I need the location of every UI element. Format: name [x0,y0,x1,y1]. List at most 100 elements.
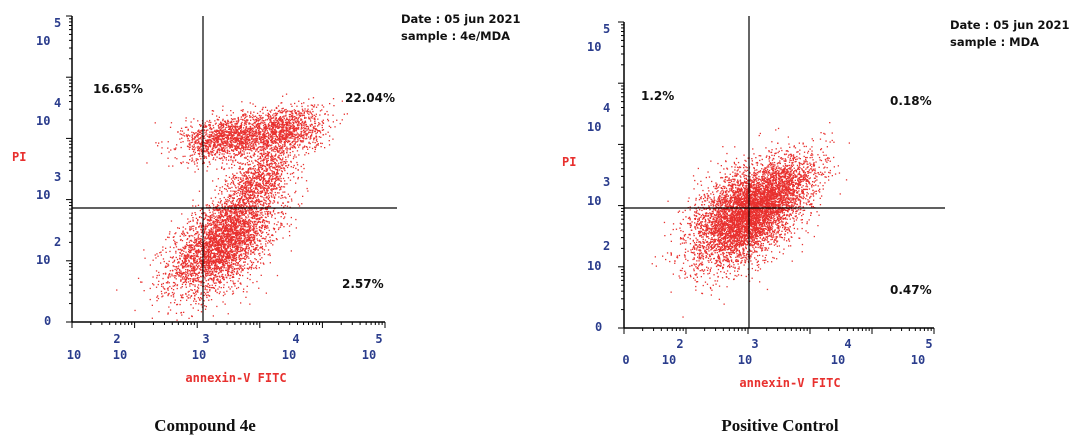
scatter-point [204,308,207,310]
scatter-point [211,243,213,245]
scatter-point [239,133,241,135]
scatter-point [225,261,227,263]
scatter-point [231,226,233,229]
scatter-point [223,149,225,151]
scatter-point [215,131,217,133]
scatter-point [212,286,214,289]
scatter-point [242,208,244,210]
scatter-point [196,139,198,141]
scatter-point [221,166,223,168]
scatter-point [213,245,215,248]
scatter-point [218,154,221,156]
scatter-point [199,256,201,258]
scatter-point [204,142,206,144]
scatter-point [230,110,232,112]
scatter-point [207,145,209,148]
scatter-point [242,162,244,165]
scatter-point [221,249,223,251]
scatter-point [216,136,218,139]
scatter-point [195,227,197,229]
scatter-point [140,281,142,283]
scatter-point [215,139,217,141]
scatter-point [223,276,225,279]
scatter-point [228,236,230,238]
scatter-point [195,244,197,246]
scatter-point [230,229,232,231]
scatter-point [194,279,197,281]
scatter-point [241,247,243,249]
scatter-point [242,219,244,221]
scatter-point [238,255,241,257]
scatter-point [233,131,235,134]
scatter-point [229,233,231,235]
scatter-point [239,229,242,231]
scatter-point [206,231,208,233]
scatter-point [198,190,201,192]
scatter-point [199,280,201,283]
scatter-point [212,110,215,112]
scatter-point [236,273,238,275]
scatter-point [274,191,276,194]
scatter-point [196,165,198,167]
scatter-point [192,268,195,270]
scatter-point [240,234,242,236]
scatter-point [238,137,240,139]
scatter-point [232,266,234,268]
scatter-point [212,231,214,234]
scatter-point [219,223,221,225]
scatter-point [209,290,211,292]
scatter-point [217,252,220,254]
scatter-point [222,155,225,157]
scatter-point [197,284,200,286]
scatter-point [239,222,241,224]
scatter-point [177,262,179,264]
scatter-point [237,221,240,223]
scatter-point [238,254,240,256]
scatter-point [260,209,262,211]
scatter-point [229,131,231,133]
scatter-point [241,179,243,181]
scatter-point [183,233,185,235]
scatter-point [246,226,248,228]
scatter-point [210,151,212,154]
scatter-point [208,235,210,237]
scatter-point [245,198,247,200]
scatter-point [188,290,190,292]
scatter-point [238,202,240,205]
scatter-point [257,220,260,222]
scatter-point [233,267,235,270]
scatter-point [154,254,156,256]
scatter-point [226,147,228,149]
scatter-point [244,252,247,254]
scatter-point [243,238,245,240]
scatter-point [192,248,194,250]
scatter-point [231,214,233,216]
scatter-point [203,262,205,264]
scatter-point [173,239,175,241]
scatter-point [231,149,233,151]
scatter-point [253,249,255,251]
scatter-point [220,157,222,159]
scatter-point [204,226,206,228]
scatter-point [235,235,237,237]
scatter-point [181,253,183,255]
scatter-point [240,217,242,219]
scatter-point [238,221,240,223]
scatter-point [233,190,236,192]
scatter-point [231,124,233,126]
scatter-point [260,246,263,249]
scatter-point [231,127,234,130]
scatter-point [216,220,219,223]
scatter-point [194,245,196,247]
scatter-point [201,222,203,224]
scatter-point [200,245,202,248]
scatter-point [256,212,258,214]
scatter-point [209,240,212,242]
scatter-point [197,280,199,282]
scatter-point [235,272,238,274]
scatter-point [198,133,200,135]
scatter-point [239,215,241,217]
scatter-point [269,205,272,208]
scatter-point [170,295,172,297]
scatter-point [259,230,261,232]
